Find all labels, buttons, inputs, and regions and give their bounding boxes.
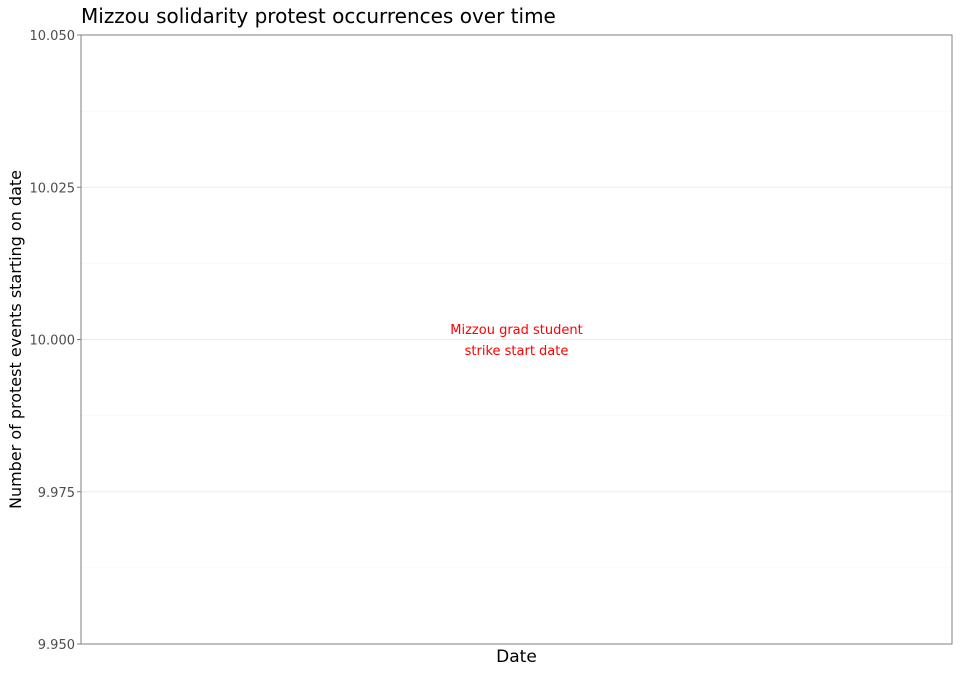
y-tick-label-2: 10.000 [30, 334, 76, 349]
annotation-line-0-1: strike start date [465, 344, 569, 359]
y-tick-label-4: 10.050 [30, 29, 76, 44]
x-axis-label: Date [496, 647, 537, 667]
minor-gridlines [81, 110, 952, 569]
y-tick-label-1: 9.975 [38, 486, 75, 501]
chart-title: Mizzou solidarity protest occurrences ov… [81, 4, 556, 28]
annotations: Mizzou grad student strike start date [450, 323, 582, 359]
y-tick-label-3: 10.025 [30, 181, 76, 196]
y-axis-ticks: 9.950 9.975 10.000 10.025 10.050 [30, 29, 81, 653]
y-axis-label: Number of protest events starting on dat… [6, 170, 25, 509]
y-tick-label-0: 9.950 [38, 638, 75, 653]
major-gridlines [81, 34, 952, 645]
annotation-line-0-0: Mizzou grad student [450, 323, 582, 338]
